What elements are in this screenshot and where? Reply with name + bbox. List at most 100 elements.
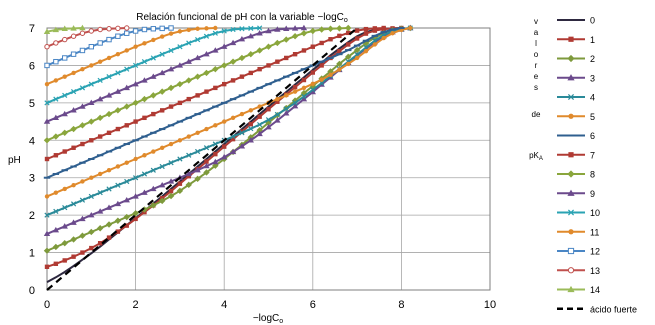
- legend-side-label-char: v: [534, 17, 538, 26]
- data-point: [158, 182, 166, 188]
- data-point: [124, 223, 129, 228]
- legend-item: 0: [557, 16, 595, 26]
- data-point: [96, 208, 104, 214]
- y-tick-label: 7: [29, 23, 35, 35]
- x-axis-label-main: −logC: [253, 313, 279, 324]
- data-point: [105, 221, 113, 228]
- data-point: [381, 25, 386, 31]
- data-point: [222, 119, 227, 124]
- legend-item: 11: [557, 227, 599, 237]
- data-point: [168, 31, 174, 36]
- data-point: [256, 47, 263, 54]
- data-point: [70, 219, 77, 225]
- data-point: [274, 117, 281, 123]
- data-point: [79, 47, 86, 54]
- data-point: [230, 115, 236, 121]
- data-point: [203, 162, 210, 169]
- data-point: [115, 164, 121, 169]
- data-point: [195, 130, 200, 135]
- data-point: [301, 48, 307, 53]
- data-point: [336, 60, 343, 68]
- data-point: [301, 93, 307, 100]
- data-point: [159, 25, 165, 32]
- data-point: [567, 189, 575, 196]
- data-point: [363, 31, 369, 36]
- y-tick-label: 5: [29, 98, 35, 110]
- data-point: [381, 35, 386, 41]
- data-point: [284, 93, 289, 98]
- data-point: [52, 114, 60, 121]
- legend-item: 3: [557, 73, 595, 83]
- data-point: [62, 186, 67, 192]
- data-point: [79, 24, 86, 31]
- data-point: [248, 121, 253, 127]
- data-point: [62, 205, 68, 211]
- data-point: [567, 93, 575, 101]
- data-point: [186, 40, 192, 46]
- data-point: [62, 55, 68, 61]
- legend-item: 10: [557, 208, 600, 218]
- data-point: [44, 194, 50, 199]
- pka-main: pK: [529, 151, 539, 160]
- data-point: [204, 126, 209, 132]
- data-point: [221, 43, 228, 49]
- data-point: [168, 47, 174, 54]
- data-point: [346, 30, 351, 36]
- data-point: [222, 144, 227, 149]
- legend-side-label-char: e: [534, 72, 539, 81]
- data-point: [176, 80, 184, 88]
- data-point: [133, 119, 138, 124]
- data-point: [212, 158, 219, 165]
- data-point: [115, 126, 121, 132]
- data-point: [274, 111, 280, 118]
- data-point: [70, 25, 77, 31]
- data-point: [44, 264, 50, 269]
- data-point: [291, 33, 299, 40]
- data-point: [62, 36, 68, 43]
- data-point: [567, 247, 575, 255]
- data-point: [158, 88, 166, 95]
- data-point: [132, 175, 139, 181]
- data-point: [372, 28, 378, 33]
- legend-item: 5: [557, 112, 595, 122]
- data-point: [300, 30, 308, 37]
- data-point: [44, 100, 50, 106]
- data-point: [168, 160, 174, 166]
- legend-item: 7: [557, 150, 595, 160]
- data-point: [567, 285, 575, 293]
- chart-title-main: Relación funcional de pH con la variable…: [136, 12, 344, 23]
- data-point: [71, 70, 76, 76]
- data-point: [133, 156, 138, 162]
- data-point: [88, 81, 94, 87]
- data-point: [177, 29, 183, 34]
- data-point: [141, 171, 148, 177]
- data-point: [132, 62, 139, 69]
- legend-label: 3: [590, 73, 595, 83]
- data-point: [567, 209, 575, 216]
- data-point: [176, 187, 184, 195]
- data-point: [115, 182, 121, 188]
- legend-label: 7: [590, 150, 595, 160]
- data-point: [194, 73, 201, 80]
- data-point: [70, 51, 77, 57]
- data-point: [115, 25, 121, 32]
- data-point: [363, 49, 369, 54]
- data-point: [96, 225, 104, 232]
- data-point: [61, 240, 68, 247]
- data-point: [248, 70, 253, 76]
- data-point: [230, 78, 236, 83]
- data-point: [568, 113, 574, 119]
- data-point: [203, 145, 210, 151]
- data-point: [79, 215, 86, 222]
- series-line: [46, 27, 358, 291]
- data-point: [97, 241, 103, 246]
- data-point: [283, 106, 289, 112]
- data-point: [114, 88, 122, 94]
- data-point: [213, 25, 218, 31]
- data-point: [88, 99, 95, 106]
- data-point: [230, 26, 236, 33]
- data-point: [257, 114, 262, 119]
- legend-item: 9: [557, 189, 595, 199]
- data-point: [142, 115, 147, 121]
